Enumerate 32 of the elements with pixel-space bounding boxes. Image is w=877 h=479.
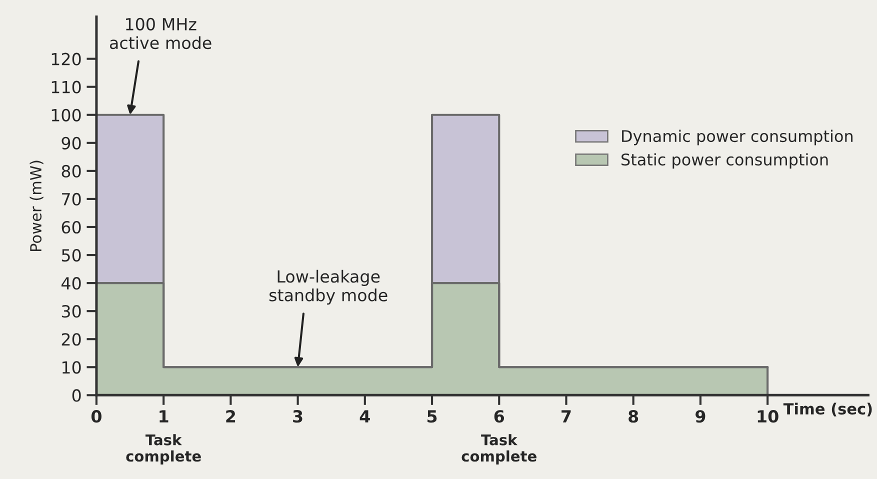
x-tick-label: 0 [91, 410, 102, 423]
x-axis-title: Time (sec) [783, 402, 872, 416]
y-tick-label: 60 [62, 220, 81, 234]
y-tick-label: 70 [62, 192, 81, 206]
x-tick-label: 9 [696, 410, 706, 423]
y-tick-label: 100 [52, 108, 81, 122]
annotation: Task complete [462, 434, 536, 465]
y-tick-label: 20 [62, 333, 81, 346]
x-tick-label: 2 [226, 410, 236, 422]
y-tick-label: 10 [62, 361, 81, 374]
x-tick-label: 1 [160, 410, 168, 422]
y-tick-label: 0 [72, 389, 81, 402]
annotation: Task complete [126, 434, 201, 465]
x-tick-label: 5 [428, 410, 437, 423]
annotation: Low-leakage standby mode [269, 270, 388, 305]
y-axis-title: Power (mW) [30, 160, 44, 251]
y-tick-label: 40 [61, 277, 81, 290]
y-tick-label: 80 [62, 164, 81, 178]
x-tick-label: 4 [360, 410, 370, 422]
y-tick-label: 120 [52, 52, 81, 66]
y-tick-label: 50 [62, 248, 81, 262]
annotation: 100 MHz active mode [110, 18, 212, 50]
legend-label: Static power consumption [622, 153, 828, 169]
y-tick-label: 90 [62, 136, 81, 150]
x-tick-label: 8 [628, 410, 638, 423]
y-tick-label: 110 [52, 80, 81, 94]
legend-label: Dynamic power consumption [622, 130, 852, 146]
x-tick-label: 10 [758, 410, 778, 423]
x-tick-label: 6 [494, 410, 504, 423]
x-tick-label: 7 [562, 410, 571, 422]
y-tick-label: 30 [62, 305, 81, 318]
x-tick-label: 3 [293, 410, 302, 423]
